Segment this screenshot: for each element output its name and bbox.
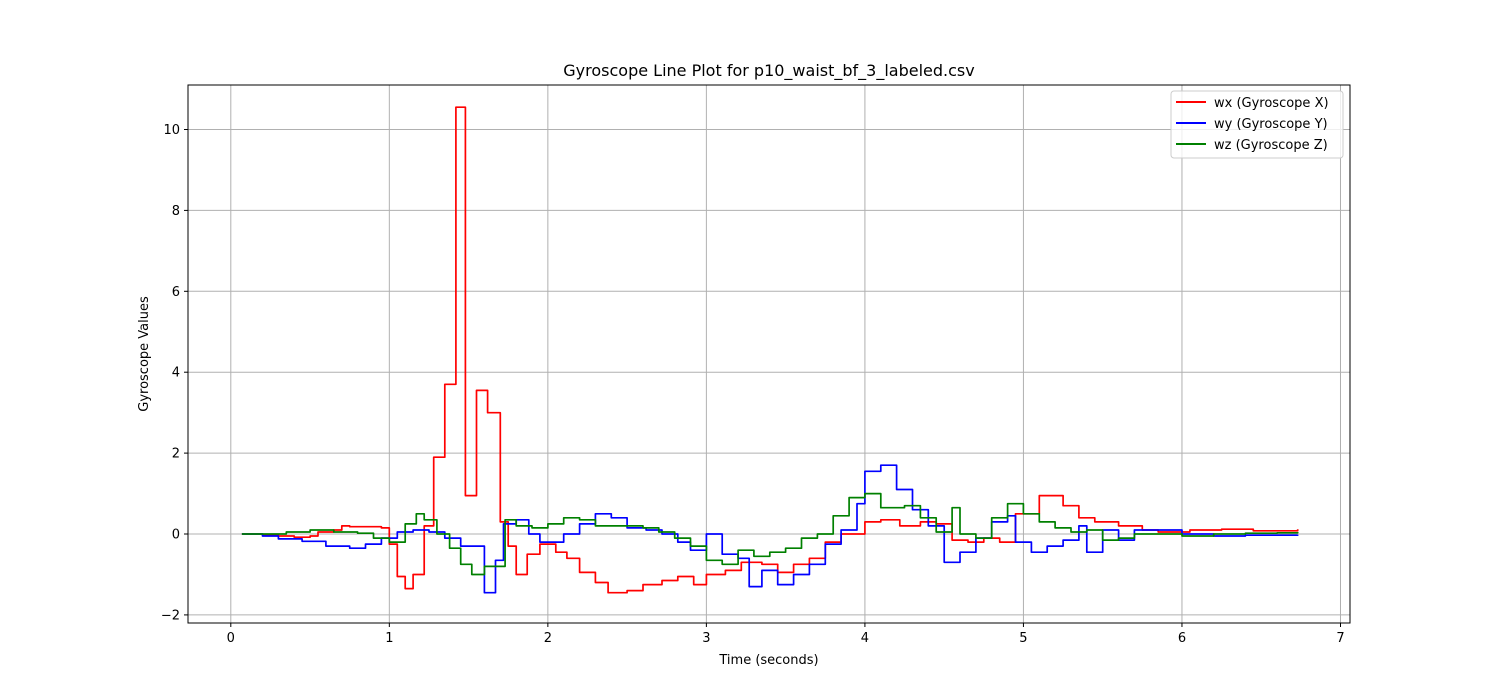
wx-series-line [241, 106, 1299, 594]
x-tick-label: 5 [1019, 631, 1027, 646]
plot-frame [187, 84, 1351, 624]
x-tick-label: 0 [227, 631, 235, 646]
legend-box [1170, 90, 1344, 159]
grid-lines [188, 85, 1350, 623]
y-tick-label: −2 [161, 608, 180, 623]
x-axis-ticks: 0 1 2 3 4 5 6 7 [227, 623, 1345, 646]
legend-label-wz: wz (Gyroscope Z) [1214, 138, 1328, 153]
y-tick-label: 8 [172, 204, 180, 219]
legend: wx (Gyroscope X) wy (Gyroscope Y) wz (Gy… [1170, 90, 1344, 159]
series-layer [241, 106, 1299, 594]
y-tick-label: 10 [163, 123, 180, 138]
y-axis-ticks: −2 0 2 4 6 8 10 [161, 123, 188, 623]
x-tick-label: 7 [1336, 631, 1344, 646]
y-tick-label: 4 [172, 366, 180, 381]
x-tick-label: 1 [385, 631, 393, 646]
legend-label-wy: wy (Gyroscope Y) [1214, 117, 1328, 132]
y-tick-label: 0 [172, 528, 180, 543]
chart-title: Gyroscope Line Plot for p10_waist_bf_3_l… [563, 61, 974, 81]
x-tick-label: 2 [544, 631, 552, 646]
wy-series-line [241, 464, 1299, 594]
y-tick-label: 2 [172, 447, 180, 462]
wz-series-line [241, 492, 1299, 576]
y-tick-label: 6 [172, 285, 180, 300]
legend-label-wx: wx (Gyroscope X) [1214, 96, 1329, 111]
x-tick-label: 3 [702, 631, 710, 646]
x-tick-label: 6 [1178, 631, 1186, 646]
x-axis-label: Time (seconds) [718, 653, 818, 668]
x-tick-label: 4 [861, 631, 869, 646]
y-axis-label: Gyroscope Values [137, 296, 152, 412]
